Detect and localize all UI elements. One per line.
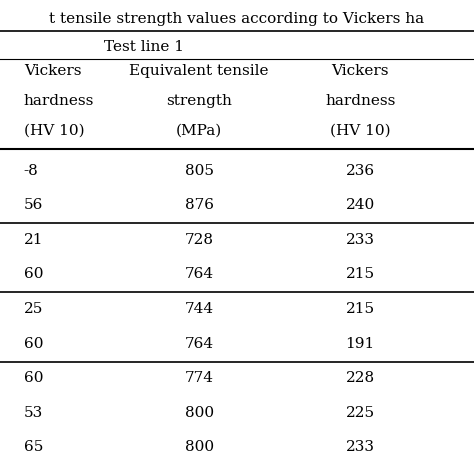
Text: 191: 191 xyxy=(346,337,375,351)
Text: 240: 240 xyxy=(346,198,375,212)
Text: 800: 800 xyxy=(184,406,214,420)
Text: 60: 60 xyxy=(24,337,43,351)
Text: 764: 764 xyxy=(184,337,214,351)
Text: 60: 60 xyxy=(24,267,43,282)
Text: 215: 215 xyxy=(346,267,375,282)
Text: Equivalent tensile: Equivalent tensile xyxy=(129,64,269,78)
Text: 744: 744 xyxy=(184,302,214,316)
Text: (HV 10): (HV 10) xyxy=(24,124,84,138)
Text: 805: 805 xyxy=(184,164,214,178)
Text: 774: 774 xyxy=(184,371,214,385)
Text: -8: -8 xyxy=(24,164,38,178)
Text: 60: 60 xyxy=(24,371,43,385)
Text: 233: 233 xyxy=(346,233,375,247)
Text: 728: 728 xyxy=(184,233,214,247)
Text: Test line 1: Test line 1 xyxy=(104,40,184,55)
Text: 25: 25 xyxy=(24,302,43,316)
Text: hardness: hardness xyxy=(325,94,395,108)
Text: 800: 800 xyxy=(184,440,214,455)
Text: strength: strength xyxy=(166,94,232,108)
Text: (HV 10): (HV 10) xyxy=(330,124,391,138)
Text: (MPa): (MPa) xyxy=(176,124,222,138)
Text: t tensile strength values according to Vickers ha: t tensile strength values according to V… xyxy=(49,12,425,26)
Text: 56: 56 xyxy=(24,198,43,212)
Text: Vickers: Vickers xyxy=(24,64,81,78)
Text: 228: 228 xyxy=(346,371,375,385)
Text: 65: 65 xyxy=(24,440,43,455)
Text: Vickers: Vickers xyxy=(331,64,389,78)
Text: 225: 225 xyxy=(346,406,375,420)
Text: 21: 21 xyxy=(24,233,43,247)
Text: 764: 764 xyxy=(184,267,214,282)
Text: 236: 236 xyxy=(346,164,375,178)
Text: 233: 233 xyxy=(346,440,375,455)
Text: hardness: hardness xyxy=(24,94,94,108)
Text: 215: 215 xyxy=(346,302,375,316)
Text: 876: 876 xyxy=(184,198,214,212)
Text: 53: 53 xyxy=(24,406,43,420)
